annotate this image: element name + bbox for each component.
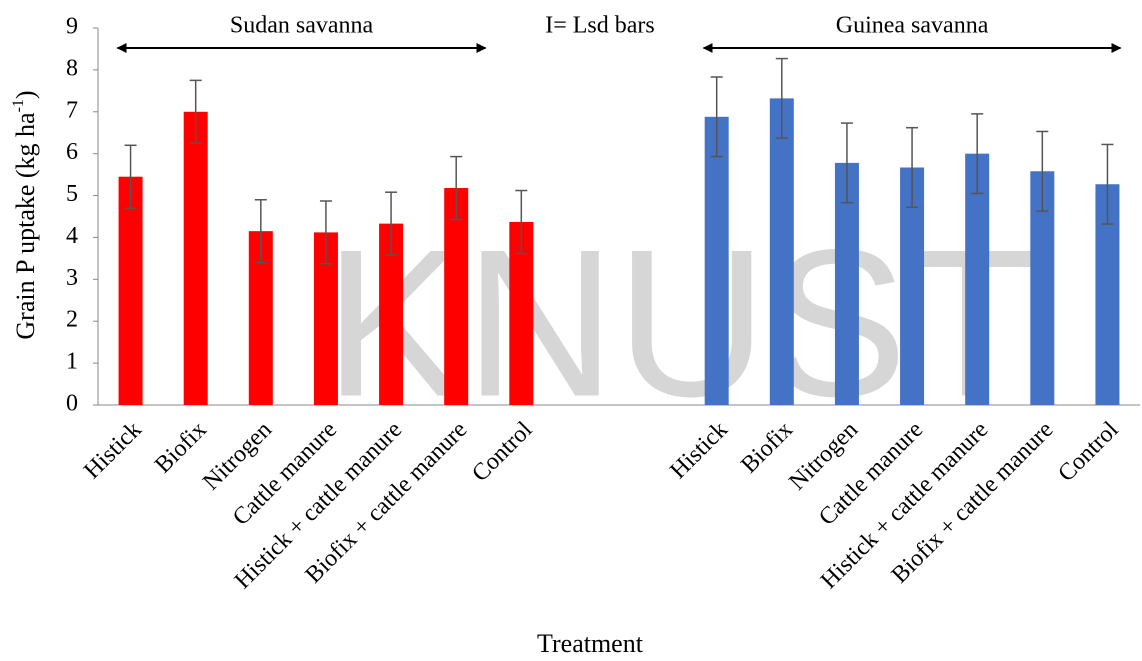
y-tick-label: 7	[66, 97, 78, 123]
annotation: I= Lsd bars	[545, 13, 655, 39]
y-tick-label: 2	[66, 307, 78, 333]
y-axis-label-main: Grain P uptake (kg ha	[11, 112, 40, 340]
legend-label: Sudan savanna	[230, 13, 374, 39]
x-tick-label: Biofix	[150, 417, 212, 479]
x-tick-label: Control	[1053, 417, 1123, 487]
x-axis-label: Treatment	[537, 629, 644, 658]
bar	[118, 176, 143, 405]
y-tick-label: 5	[66, 181, 78, 207]
bar	[183, 111, 208, 406]
y-axis-label-end: )	[11, 90, 40, 99]
y-tick-label: 6	[66, 139, 78, 165]
legend-label: Guinea savanna	[836, 13, 989, 39]
bar	[444, 188, 469, 405]
y-axis-label-superscript: -1	[10, 99, 27, 112]
y-tick-label: 3	[66, 265, 78, 291]
y-tick-label: 8	[66, 55, 78, 81]
bar	[965, 153, 990, 405]
x-tick-label: Histick	[79, 417, 146, 484]
y-axis-label: Grain P uptake (kg ha-1)	[10, 90, 40, 339]
y-tick-label: 9	[66, 14, 78, 40]
bar	[704, 116, 729, 405]
y-tick-label: 0	[66, 391, 78, 417]
y-tick-label: 4	[66, 223, 78, 249]
bar	[769, 98, 794, 405]
y-tick-label: 1	[66, 349, 78, 375]
